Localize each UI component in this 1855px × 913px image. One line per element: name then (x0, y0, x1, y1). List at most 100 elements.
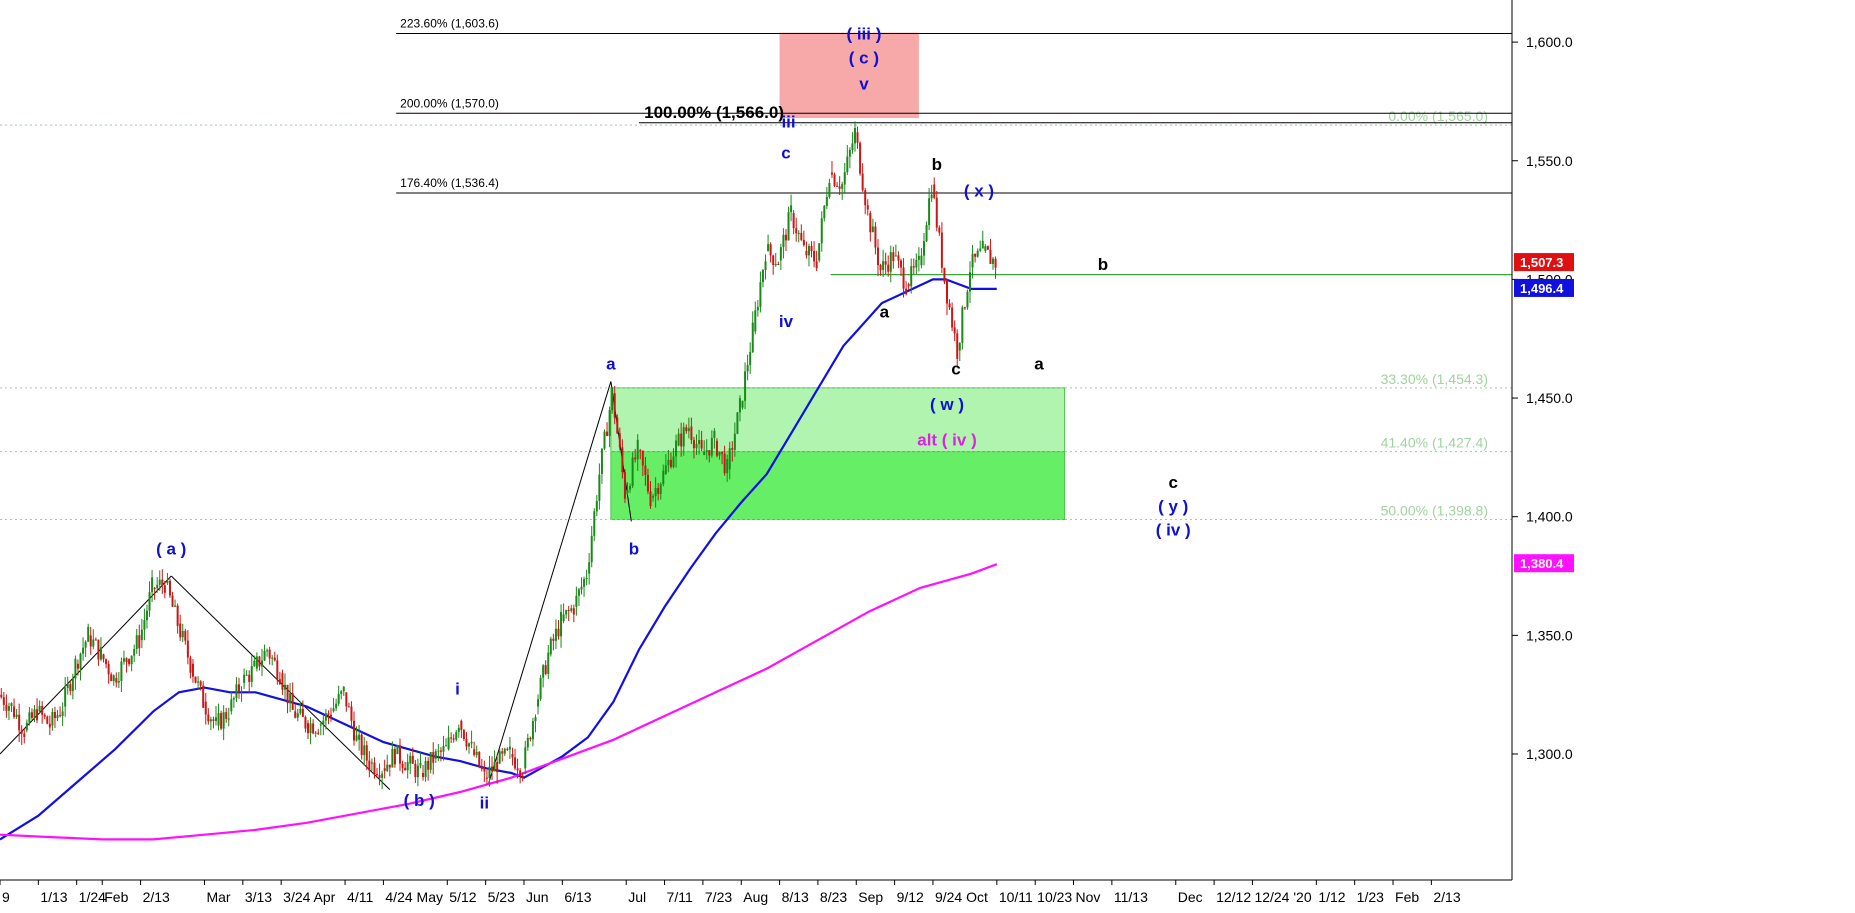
candle-body (197, 681, 200, 683)
candle-body (237, 684, 240, 693)
candle-body (332, 708, 335, 712)
candle-body (89, 635, 92, 647)
candle-body (557, 628, 560, 637)
fib-label: 176.40% (1,536.4) (400, 176, 499, 190)
x-tick-label: 10/23 (1037, 889, 1072, 905)
candle-body (291, 693, 294, 710)
zone-box (779, 32, 919, 119)
candle-body (889, 252, 892, 272)
candle-body (769, 244, 772, 256)
candle-body (7, 706, 10, 711)
candle-body (358, 734, 361, 740)
candle-body (639, 450, 642, 452)
candle-body (989, 249, 992, 264)
candle-body (227, 718, 230, 720)
x-tick-label: Sep (858, 889, 883, 905)
candle-body (488, 766, 491, 778)
candle-body (278, 679, 281, 684)
candle-body (641, 450, 644, 466)
x-tick-label: 11/13 (1114, 889, 1148, 905)
retracement-label: 41.40% (1,427.4) (1381, 435, 1488, 451)
candle-body (800, 232, 803, 240)
candle-body (646, 474, 649, 492)
x-tick-label: 2/13 (1433, 889, 1460, 905)
candle-body (324, 713, 327, 721)
candle-body (721, 451, 724, 454)
candle-body (168, 580, 171, 596)
wave-label: a (1034, 355, 1044, 374)
candle-body (281, 673, 284, 690)
candle-body (416, 765, 419, 778)
wave-label: alt ( iv ) (917, 431, 977, 450)
candle-body (603, 431, 606, 449)
wave-label: ( iv ) (1156, 521, 1191, 540)
candle-body (25, 722, 28, 731)
candle-body (207, 714, 210, 722)
candle-body (317, 732, 320, 734)
candle-body (736, 412, 739, 434)
candle-body (841, 184, 844, 189)
candle-body (899, 260, 902, 268)
candle-body (659, 484, 662, 494)
candle-body (209, 719, 212, 722)
x-tick-label: 12/12 (1216, 889, 1251, 905)
candle-body (802, 239, 805, 246)
candle-body (611, 387, 614, 411)
candle-body (636, 439, 639, 460)
candle-body (273, 657, 276, 661)
candle-body (784, 234, 787, 241)
candle-body (424, 760, 427, 778)
candle-body (15, 714, 18, 717)
candle-body (953, 327, 956, 334)
candle-body (519, 770, 522, 777)
moving-average-blue (0, 278, 997, 841)
candle-body (710, 437, 713, 456)
candle-body (143, 620, 146, 630)
candle-body (414, 763, 417, 778)
candle-body (894, 255, 897, 257)
candle-body (672, 456, 675, 467)
x-tick-label: 1/13 (40, 889, 67, 905)
candle-body (411, 755, 414, 764)
candle-body (542, 665, 545, 678)
fib-label: 200.00% (1,570.0) (400, 96, 499, 110)
candle-body (912, 266, 915, 268)
candle-body (567, 609, 570, 611)
candle-body (897, 255, 900, 261)
price-badge-label: 1,380.4 (1520, 556, 1564, 571)
zone-boxes (610, 32, 1066, 521)
candle-body (434, 751, 437, 759)
candle-body (381, 773, 384, 778)
candle-body (429, 751, 432, 770)
candle-body (539, 677, 542, 700)
candle-body (309, 723, 312, 734)
trend-line (487, 381, 612, 785)
candle-body (493, 761, 496, 772)
candle-body (692, 439, 695, 449)
candle-body (260, 660, 263, 667)
candle-body (986, 246, 989, 250)
candle-body (76, 663, 79, 669)
candle-body (465, 739, 468, 747)
candle-body (825, 197, 828, 206)
candle-body (427, 760, 430, 770)
candle-body (744, 371, 747, 401)
candle-body (480, 766, 483, 770)
candle-body (337, 693, 340, 704)
candle-body (365, 745, 368, 761)
y-tick-label: 1,400.0 (1526, 509, 1573, 525)
candle-body (457, 727, 460, 732)
candle-body (818, 243, 821, 261)
candle-body (562, 614, 565, 622)
candle-body (491, 766, 494, 772)
candle-body (792, 212, 795, 229)
candle-body (805, 250, 808, 256)
candle-body (723, 453, 726, 474)
candle-body (319, 724, 322, 726)
candle-body (266, 650, 269, 652)
candle-body (820, 218, 823, 244)
candle-body (199, 681, 202, 686)
retracement-label: 0.00% (1,565.0) (1388, 108, 1488, 124)
candle-body (166, 580, 169, 584)
